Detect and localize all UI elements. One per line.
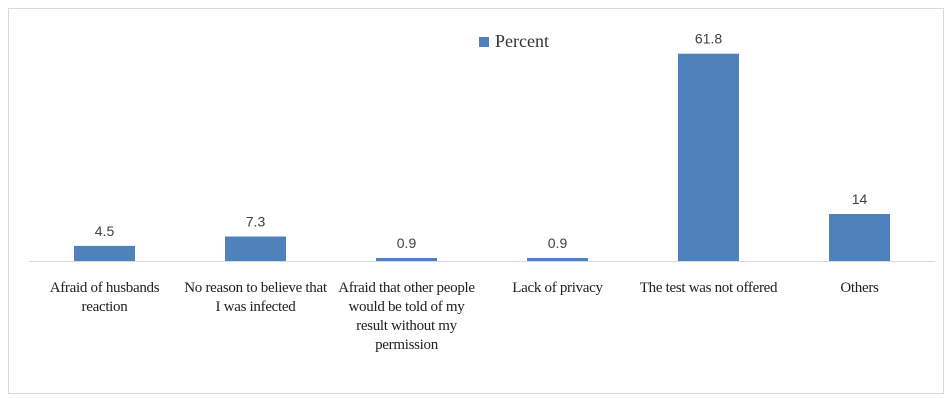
data-label-4: 61.8 [695, 31, 722, 47]
category-label-5: Others [840, 280, 879, 296]
bar-5 [829, 214, 890, 261]
chart-frame: 4.5 7.3 0.9 0.9 61.8 14 Percent Afraid of hus… [8, 8, 944, 394]
data-label-0: 4.5 [95, 223, 115, 239]
bar-4 [678, 53, 739, 262]
bar-0 [74, 245, 135, 261]
category-label-3: Lack of privacy [512, 280, 603, 296]
legend-label: Percent [495, 31, 549, 51]
data-label-3: 0.9 [548, 235, 568, 251]
category-label-0: Afraid of husbands reaction [49, 280, 160, 315]
category-label-2: Afraid that other people would be told o… [338, 280, 475, 353]
category-label-4: The test was not offered [639, 280, 778, 296]
bar-chart: 4.5 7.3 0.9 0.9 61.8 14 [29, 31, 935, 262]
data-label-2: 0.9 [397, 235, 417, 251]
data-label-1: 7.3 [246, 214, 266, 230]
bar-3 [527, 258, 588, 261]
legend: Percent [479, 31, 549, 52]
legend-swatch [479, 36, 489, 47]
bar-2 [376, 258, 437, 261]
data-label-5: 14 [852, 191, 868, 207]
bar-1 [225, 236, 286, 261]
category-label-1: No reason to believe that I was infected [184, 280, 327, 315]
